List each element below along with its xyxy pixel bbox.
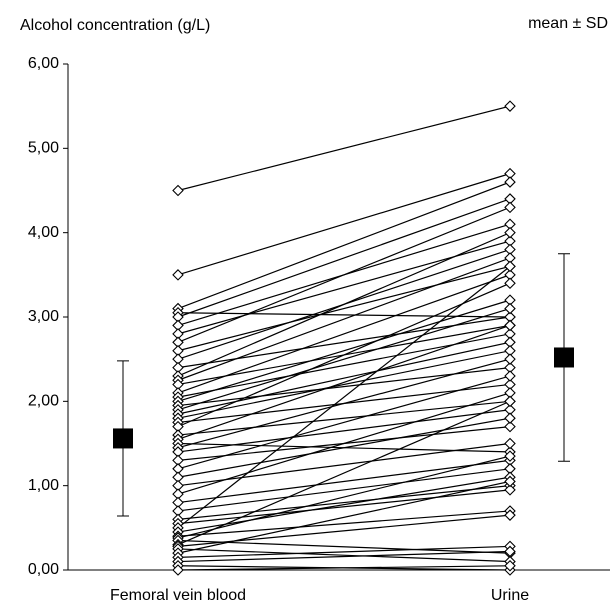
- pair-line: [177, 545, 511, 558]
- mean-marker: [113, 428, 133, 449]
- point: [504, 201, 516, 214]
- point: [504, 437, 516, 450]
- pair-line: [177, 442, 511, 487]
- point: [504, 176, 516, 188]
- pair-line: [177, 105, 511, 192]
- pair-line: [177, 539, 511, 554]
- pair-line: [177, 459, 511, 504]
- pair-line: [177, 489, 511, 525]
- pair-line: [177, 341, 511, 415]
- pair-line: [177, 350, 511, 419]
- point: [504, 420, 516, 433]
- mean-marker: [554, 347, 574, 368]
- pair-line: [177, 392, 511, 495]
- point: [504, 370, 516, 382]
- point: [504, 509, 516, 521]
- point: [172, 564, 184, 576]
- pair-line: [177, 257, 511, 381]
- point: [504, 560, 516, 572]
- pair-line: [177, 324, 511, 440]
- y-tick-label: 1,00: [28, 477, 59, 494]
- pair-line: [177, 206, 511, 343]
- annotation: mean ± SD: [528, 15, 608, 32]
- point: [504, 226, 516, 239]
- pair-line: [177, 232, 511, 377]
- pair-line: [177, 299, 511, 402]
- point: [504, 450, 516, 462]
- point: [172, 184, 184, 197]
- pair-line: [177, 358, 511, 449]
- point: [172, 269, 184, 281]
- pair-line: [177, 265, 511, 529]
- pair-line: [177, 417, 511, 478]
- pair-line: [177, 173, 511, 276]
- pair-line: [177, 476, 511, 533]
- y-tick-label: 3,00: [28, 308, 59, 325]
- pair-line: [177, 455, 511, 539]
- y-tick-label: 4,00: [28, 224, 59, 241]
- pair-line: [177, 485, 511, 520]
- pair-line: [177, 282, 511, 428]
- point: [504, 319, 516, 332]
- pair-line: [177, 274, 511, 394]
- pair-line: [177, 198, 511, 318]
- y-tick-label: 6,00: [28, 55, 59, 72]
- y-tick-label: 5,00: [28, 140, 59, 157]
- pair-line: [177, 307, 511, 411]
- pair-line: [177, 375, 511, 470]
- point: [504, 100, 516, 112]
- pair-line: [177, 240, 511, 335]
- pair-line: [177, 333, 511, 398]
- point: [504, 395, 516, 408]
- pair-line: [177, 409, 511, 453]
- chart-title: Alcohol concentration (g/L): [20, 17, 210, 34]
- pair-line: [177, 400, 511, 436]
- point: [504, 353, 516, 365]
- x-tick-label: Femoral vein blood: [110, 587, 246, 604]
- pair-line: [177, 181, 511, 310]
- point: [504, 302, 516, 315]
- y-tick-label: 2,00: [28, 393, 59, 410]
- pair-line: [177, 514, 511, 547]
- point: [504, 277, 516, 290]
- point: [504, 412, 516, 424]
- point: [504, 545, 516, 558]
- y-tick-label: 0,00: [28, 561, 59, 578]
- pair-line: [177, 312, 511, 318]
- x-tick-label: Urine: [491, 587, 529, 604]
- pair-line: [177, 480, 511, 554]
- point: [504, 484, 516, 496]
- point: [504, 260, 516, 273]
- pair-line: [177, 265, 511, 352]
- pair-line: [177, 400, 511, 546]
- point: [504, 475, 516, 488]
- pair-line: [177, 510, 511, 537]
- pair-line: [177, 550, 511, 563]
- pair-line: [177, 468, 511, 512]
- pair-line: [177, 548, 511, 563]
- pair-line: [177, 565, 511, 571]
